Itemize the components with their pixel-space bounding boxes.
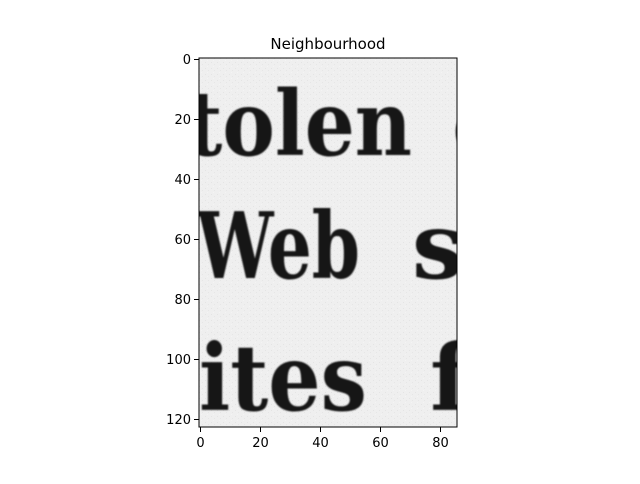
image-word-line1-tail: o <box>452 71 512 177</box>
x-tick-label: 80 <box>432 436 449 451</box>
image-word-line2: Web <box>195 192 360 300</box>
x-axis: 0 20 40 60 80 <box>196 427 449 451</box>
image-word-line1: tolen <box>186 71 412 177</box>
x-tick-label: 40 <box>312 436 329 451</box>
y-tick-label: 20 <box>174 113 191 128</box>
image-panel: tolen o Web s ites f <box>186 58 512 432</box>
image-word-line3-tail: f <box>430 324 475 432</box>
chart-title: Neighbourhood <box>270 35 385 53</box>
x-tick-label: 20 <box>252 436 269 451</box>
y-tick-label: 120 <box>166 413 191 428</box>
y-tick-label: 40 <box>174 173 191 188</box>
y-tick-label: 60 <box>174 233 191 248</box>
image-background <box>199 58 457 427</box>
y-axis: 0 20 40 60 80 100 120 <box>166 53 199 428</box>
y-tick-label: 0 <box>183 53 191 68</box>
y-tick-label: 100 <box>166 353 191 368</box>
image-word-line2-tail: s <box>412 192 464 300</box>
axes-frame <box>198 57 458 428</box>
image-word-line3: ites <box>199 324 367 432</box>
x-tick-label: 0 <box>196 436 204 451</box>
y-tick-label: 80 <box>174 293 191 308</box>
x-tick-label: 60 <box>372 436 389 451</box>
